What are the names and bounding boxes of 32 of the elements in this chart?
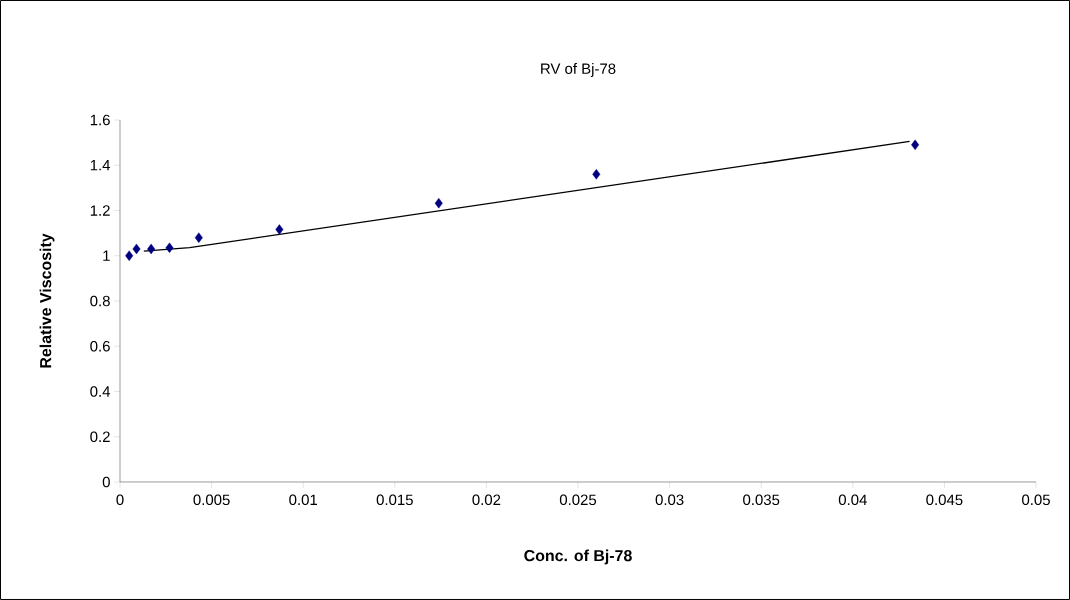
y-tick-label: 0 <box>102 476 110 488</box>
x-tick-label: 0.05 <box>1022 494 1050 506</box>
y-tick-label: 0.8 <box>90 295 110 307</box>
point <box>125 250 134 261</box>
y-tick-label: 0.2 <box>90 431 110 443</box>
x-tick-label: 0 <box>116 494 124 506</box>
x-tick-label: 0.03 <box>655 494 684 506</box>
point <box>434 198 443 209</box>
y-tick-label: 1.2 <box>90 205 110 216</box>
x-tick-label: 0.015 <box>376 494 413 506</box>
x-tick-label: 0.02 <box>472 494 501 506</box>
y-tick-label: 1.6 <box>90 114 110 126</box>
x-tick-label: 0.025 <box>559 494 597 506</box>
y-tick-label: 1.4 <box>90 160 111 171</box>
chart-title: RV of Bj-78 <box>541 63 616 77</box>
x-axis-title: Conc. of Bj-78 <box>524 549 632 565</box>
x-tick-label: 0.005 <box>193 494 230 506</box>
x-tick-label: 0.04 <box>838 494 867 506</box>
point <box>165 242 174 254</box>
point <box>132 243 141 255</box>
y-tick-label: 0.4 <box>90 386 111 397</box>
y-tick-label: 1 <box>103 250 110 261</box>
y-axis-title: Relative Viscosity <box>39 233 55 368</box>
point <box>275 224 284 235</box>
point <box>911 139 920 151</box>
point <box>194 232 203 243</box>
x-tick-label: 0.045 <box>926 494 963 506</box>
x-tick-label: 0.035 <box>743 494 780 506</box>
point <box>147 243 156 255</box>
x-tick-label: 0.01 <box>289 494 318 506</box>
point <box>592 169 601 180</box>
y-tick-label: 0.6 <box>90 340 110 352</box>
